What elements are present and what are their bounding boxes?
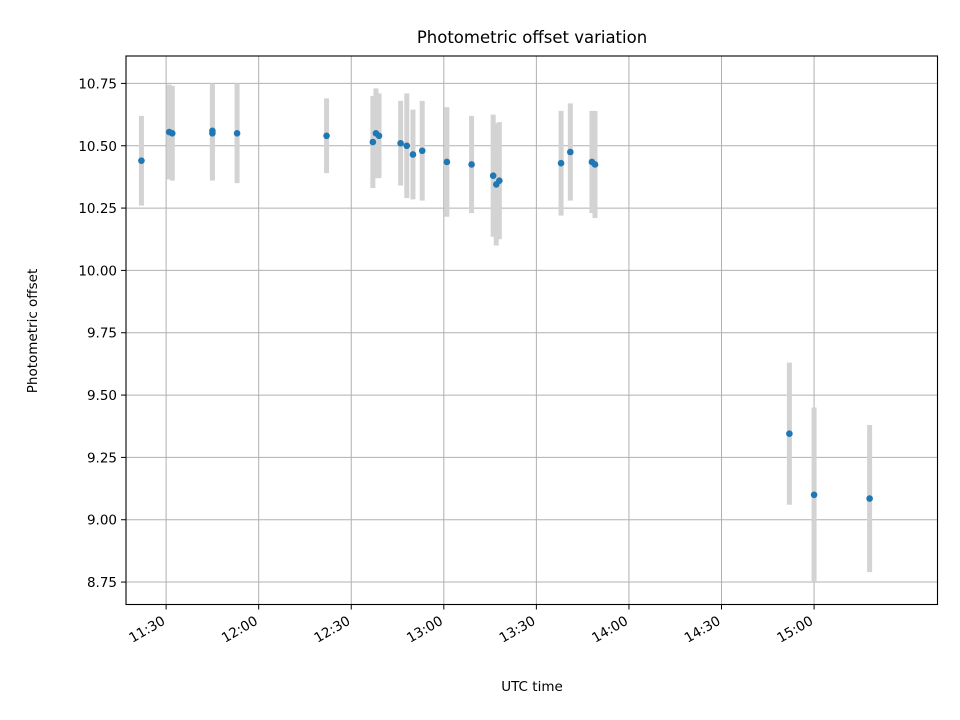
y-tick-label: 9.50: [87, 388, 117, 404]
y-tick-label: 9.00: [87, 513, 117, 529]
y-tick-label: 8.75: [87, 575, 117, 591]
data-point: [557, 159, 565, 167]
data-point: [496, 177, 503, 184]
data-point: [418, 147, 426, 155]
grid: [126, 56, 938, 605]
data-point: [375, 132, 383, 140]
y-axis-label: Photometric offset: [25, 269, 41, 393]
data-point: [233, 129, 241, 137]
plot-frame: [125, 55, 939, 606]
data-point: [323, 132, 330, 140]
y-tick-label: 10.25: [78, 201, 117, 217]
data-points: [138, 127, 873, 502]
data-point: [409, 151, 417, 158]
data-point: [468, 161, 475, 168]
data-point: [443, 158, 451, 166]
y-axis-ticks: 8.75 9.00 9.25 9.50 9.75 10.00 10.25 10.50 10.75: [78, 76, 126, 591]
data-point: [369, 138, 377, 146]
data-point: [168, 129, 176, 137]
data-point: [138, 157, 145, 165]
x-axis-label: UTC time: [501, 679, 563, 695]
data-point: [209, 129, 216, 137]
data-point: [810, 491, 818, 499]
y-tick-label: 10.75: [78, 76, 117, 92]
data-point: [591, 161, 599, 168]
y-tick-label: 9.25: [87, 450, 117, 466]
data-point: [489, 172, 497, 179]
data-point: [567, 148, 574, 156]
data-point: [866, 495, 873, 502]
y-tick-label: 10.00: [78, 263, 117, 279]
chart-title: Photometric offset variation: [417, 28, 647, 47]
data-point: [786, 430, 793, 438]
data-point: [397, 139, 404, 147]
y-tick-label: 10.50: [78, 139, 117, 155]
y-tick-label: 9.75: [87, 326, 117, 342]
data-point: [403, 142, 411, 150]
